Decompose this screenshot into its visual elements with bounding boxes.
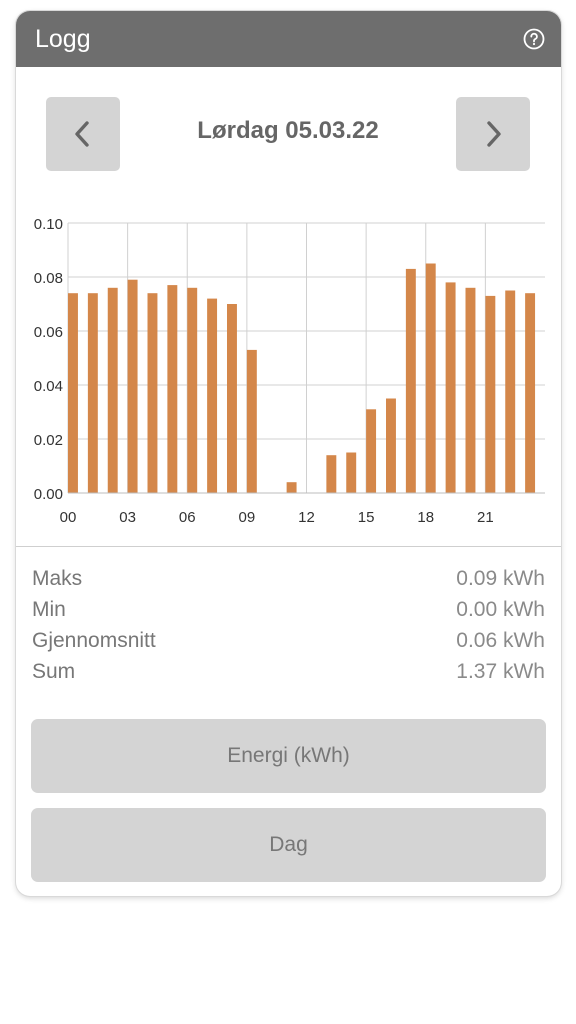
x-tick-label: 06 bbox=[179, 509, 196, 526]
bar-23 bbox=[525, 293, 536, 493]
bar-13 bbox=[326, 455, 337, 493]
energy-unit-button[interactable]: Energi (kWh) bbox=[31, 719, 546, 793]
bar-20 bbox=[465, 287, 476, 493]
stat-label: Min bbox=[32, 598, 66, 621]
y-tick-label: 0.02 bbox=[34, 432, 63, 449]
stat-row-min: Min 0.00 kWh bbox=[32, 595, 545, 626]
y-tick-label: 0.10 bbox=[34, 216, 63, 233]
period-select-button[interactable]: Dag bbox=[31, 808, 546, 882]
bar-06 bbox=[187, 287, 198, 493]
x-tick-label: 21 bbox=[477, 509, 494, 526]
stat-value: 1.37 kWh bbox=[456, 660, 545, 683]
y-tick-label: 0.06 bbox=[34, 324, 63, 341]
log-panel: Logg Lørdag 05.03.22 0.00 0.02 0.04 0.06 0.0… bbox=[16, 11, 561, 896]
y-tick-label: 0.04 bbox=[34, 378, 63, 395]
x-tick-label: 00 bbox=[60, 509, 77, 526]
chevron-left-icon bbox=[75, 121, 89, 147]
bar-22 bbox=[505, 290, 516, 493]
stat-value: 0.00 kWh bbox=[456, 598, 545, 621]
bar-00 bbox=[68, 293, 78, 493]
x-tick-label: 09 bbox=[239, 509, 256, 526]
y-tick-label: 0.08 bbox=[34, 270, 63, 287]
bar-09 bbox=[246, 349, 257, 493]
bar-05 bbox=[167, 285, 178, 493]
stat-label: Maks bbox=[32, 567, 83, 590]
stat-row-max: Maks 0.09 kWh bbox=[32, 564, 545, 595]
bar-15 bbox=[366, 409, 377, 493]
previous-day-button[interactable] bbox=[46, 97, 120, 171]
x-tick-label: 18 bbox=[417, 509, 434, 526]
help-circle-icon[interactable] bbox=[523, 28, 545, 50]
stat-label: Sum bbox=[32, 660, 76, 683]
bar-03 bbox=[127, 279, 138, 493]
energy-bar-chart: 0.00 0.02 0.04 0.06 0.08 0.10 00 03 06 09 12 15 18 21 bbox=[34, 216, 545, 526]
bar-16 bbox=[386, 398, 396, 493]
date-label: Lørdag 05.03.22 bbox=[197, 117, 379, 144]
x-tick-label: 15 bbox=[358, 509, 375, 526]
bar-04 bbox=[147, 293, 158, 493]
bar-14 bbox=[346, 452, 357, 493]
bar-07 bbox=[207, 298, 218, 493]
bar-11 bbox=[286, 482, 297, 493]
bar-21 bbox=[485, 295, 496, 493]
x-tick-label: 12 bbox=[298, 509, 315, 526]
stat-value: 0.09 kWh bbox=[456, 567, 545, 590]
header-bar: Logg bbox=[16, 11, 561, 67]
bar-18 bbox=[425, 263, 436, 493]
chevron-right-icon bbox=[487, 121, 501, 147]
bar-02 bbox=[107, 287, 118, 493]
y-tick-label: 0.00 bbox=[34, 486, 63, 503]
bar-01 bbox=[87, 293, 98, 493]
stat-row-sum: Sum 1.37 kWh bbox=[32, 657, 545, 688]
stat-row-average: Gjennomsnitt 0.06 kWh bbox=[32, 626, 545, 657]
bar-19 bbox=[445, 282, 456, 493]
x-tick-label: 03 bbox=[119, 509, 136, 526]
stat-value: 0.06 kWh bbox=[456, 629, 545, 652]
stat-label: Gjennomsnitt bbox=[32, 629, 156, 652]
next-day-button[interactable] bbox=[456, 97, 530, 171]
bar-17 bbox=[405, 268, 416, 493]
divider bbox=[16, 546, 561, 547]
page-title: Logg bbox=[35, 25, 91, 53]
bar-08 bbox=[227, 304, 237, 493]
stats-list: Maks 0.09 kWh Min 0.00 kWh Gjennomsnitt … bbox=[32, 564, 545, 688]
